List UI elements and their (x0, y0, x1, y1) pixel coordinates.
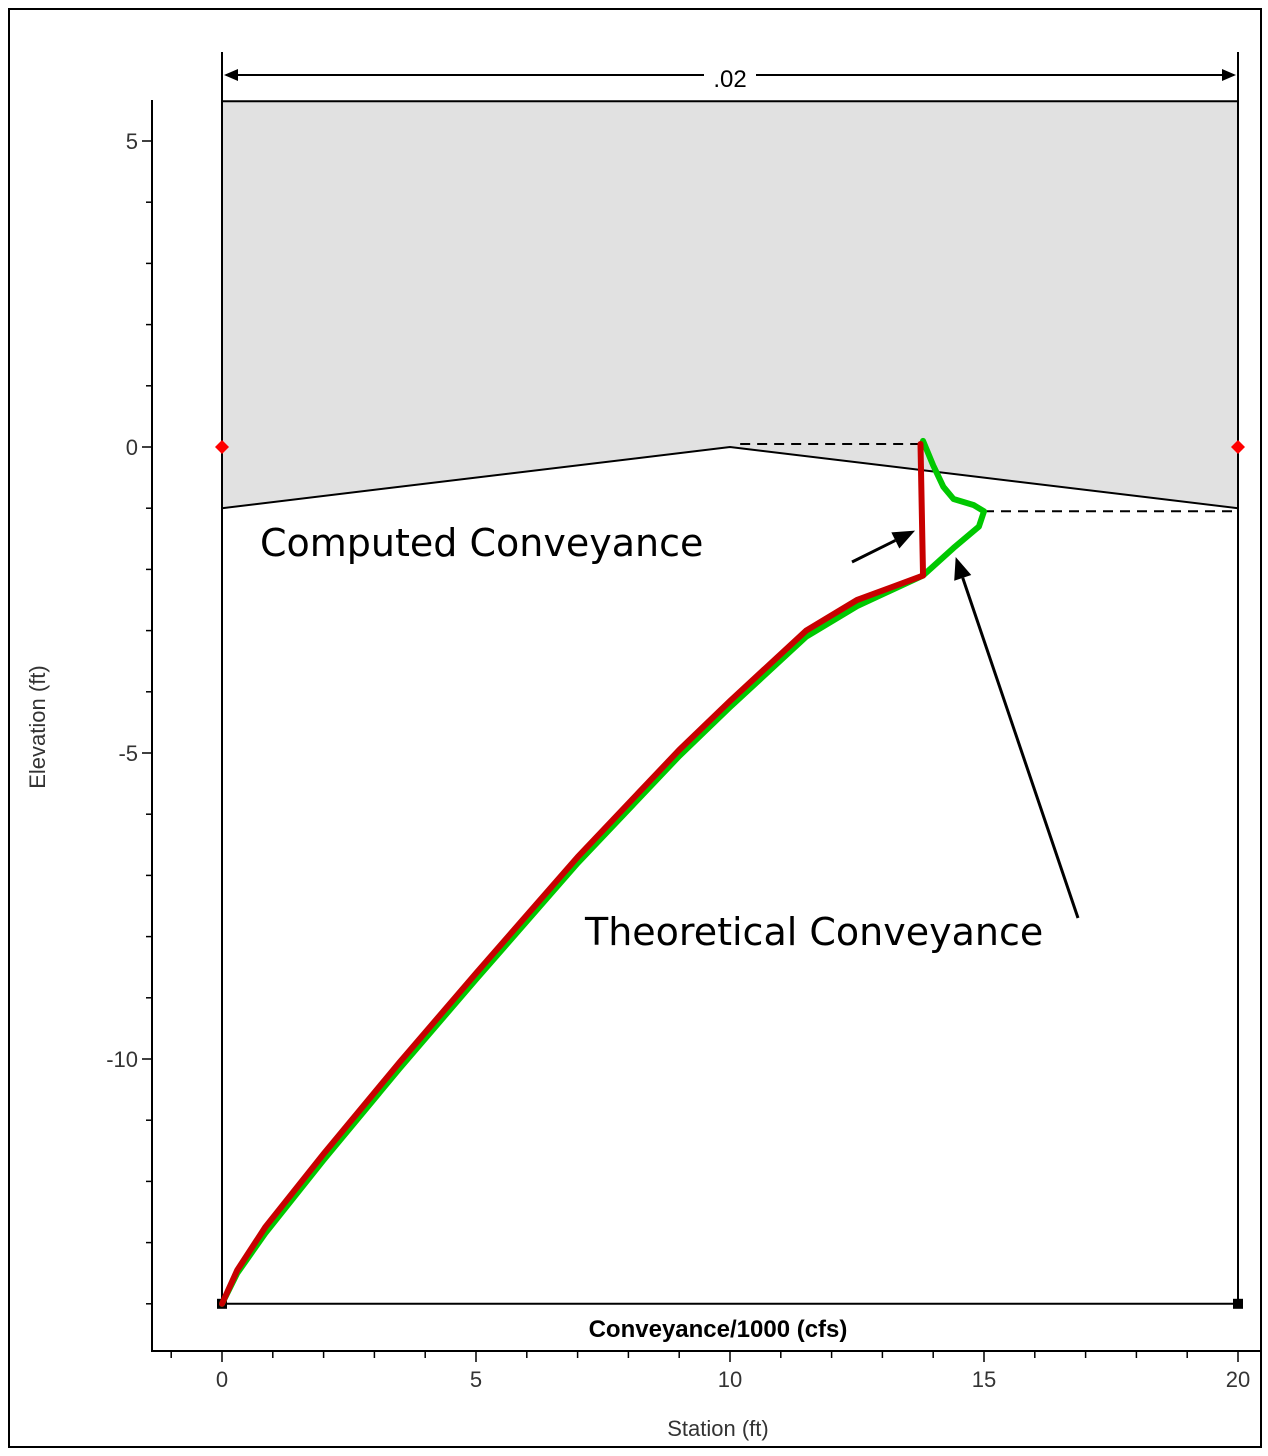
x-tick-label: 5 (470, 1367, 482, 1392)
y-tick-label: -10 (106, 1047, 138, 1072)
theoretical-arrow-shaft (961, 577, 1080, 919)
x-tick-label: 10 (718, 1367, 742, 1392)
inner-x-label: Conveyance/1000 (cfs) (589, 1316, 848, 1343)
computed-arrow-head (891, 530, 916, 549)
computed-arrow-shaft (851, 539, 897, 564)
x-tick-label: 20 (1226, 1367, 1250, 1392)
annotation-theoretical: Theoretical Conveyance (584, 910, 1043, 954)
bottom-marker (1233, 1298, 1243, 1309)
y-tick-label: 0 (126, 435, 138, 460)
y-tick-label: 5 (126, 129, 138, 154)
plot-area: .02 (215, 52, 1245, 1309)
ground-line (221, 445, 1239, 510)
annotation-computed: Computed Conveyance (260, 521, 703, 565)
bank-station-marker (215, 440, 229, 454)
theoretical-arrow-head (954, 557, 972, 581)
n-value-label: .02 (713, 66, 746, 93)
bank-station-marker (1231, 440, 1245, 454)
water-fill (222, 101, 1238, 509)
x-tick-label: 0 (216, 1367, 228, 1392)
computed-conveyance-line (219, 440, 927, 1307)
dimension-arrow-right (1222, 69, 1236, 81)
n-value-bg (704, 62, 756, 88)
x-axis-title: Station (ft) (667, 1416, 768, 1441)
dimension-arrow-left (224, 69, 238, 81)
y-axis-title: Elevation (ft) (25, 665, 50, 789)
theoretical-conveyance-line (219, 437, 987, 1307)
axes: 5 0 -5 -10 0 5 10 15 20 (106, 100, 1260, 1392)
y-tick-label: -5 (118, 741, 138, 766)
x-tick-label: 15 (972, 1367, 996, 1392)
